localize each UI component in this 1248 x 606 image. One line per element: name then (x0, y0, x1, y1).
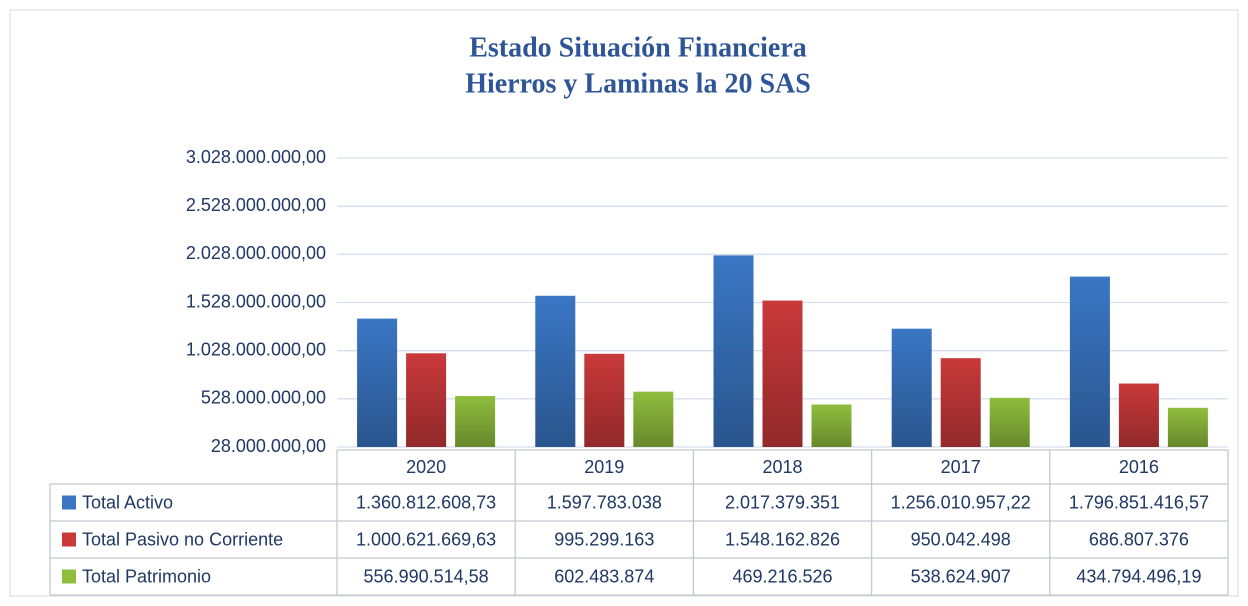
data-label: 1.597.783.038 (547, 492, 662, 512)
bar-shade (989, 397, 1030, 447)
legend-swatch (62, 569, 76, 584)
chart-title: Estado Situación Financiera (469, 32, 807, 63)
data-label: 602.483.874 (554, 566, 654, 586)
bar-shade (455, 396, 496, 447)
chart-subtitle: Hierros y Laminas la 20 SAS (465, 68, 811, 99)
y-tick-label: 2.528.000.000,00 (186, 195, 326, 215)
bar-shade (891, 328, 932, 447)
x-tick-label: 2016 (1119, 457, 1159, 477)
legend-label: Total Activo (82, 492, 173, 512)
x-tick-label: 2017 (941, 457, 981, 477)
bar-shade (940, 358, 981, 447)
bar-shade (762, 300, 803, 447)
data-label: 1.360.812.608,73 (356, 492, 496, 512)
bar-shade (713, 255, 754, 447)
bar-shade (584, 353, 625, 447)
data-label: 1.548.162.826 (725, 529, 840, 549)
y-tick-label: 2.028.000.000,00 (186, 243, 326, 263)
legend-label: Total Patrimonio (82, 566, 211, 586)
x-tick-label: 2018 (762, 457, 802, 477)
data-label: 686.807.376 (1089, 529, 1189, 549)
data-label: 2.017.379.351 (725, 492, 840, 512)
y-tick-label: 528.000.000,00 (201, 388, 326, 408)
y-tick-label: 1.528.000.000,00 (186, 291, 326, 311)
y-tick-label: 28.000.000,00 (211, 436, 326, 456)
bar-shade (811, 404, 852, 447)
legend-label: Total Pasivo no Corriente (82, 529, 283, 549)
legend-swatch (62, 495, 76, 510)
data-label: 434.794.496,19 (1076, 566, 1201, 586)
legend-swatch (62, 532, 76, 547)
x-tick-label: 2019 (584, 457, 624, 477)
data-label: 1.796.851.416,57 (1069, 492, 1209, 512)
data-label: 556.990.514,58 (364, 566, 489, 586)
bar-shade (1167, 407, 1208, 447)
y-tick-label: 3.028.000.000,00 (186, 147, 326, 167)
data-label: 950.042.498 (911, 529, 1011, 549)
data-label: 1.000.621.669,63 (356, 529, 496, 549)
data-label: 538.624.907 (911, 566, 1011, 586)
bar-shade (406, 353, 447, 447)
data-label: 995.299.163 (554, 529, 654, 549)
bar-shade (535, 295, 576, 447)
x-tick-label: 2020 (406, 457, 446, 477)
bar-shade (357, 318, 398, 447)
data-label: 469.216.526 (732, 566, 832, 586)
y-tick-label: 1.028.000.000,00 (186, 339, 326, 359)
bar-shade (1118, 383, 1159, 447)
data-label: 1.256.010.957,22 (891, 492, 1031, 512)
bar-shade (633, 391, 674, 447)
bar-shade (1069, 276, 1110, 447)
